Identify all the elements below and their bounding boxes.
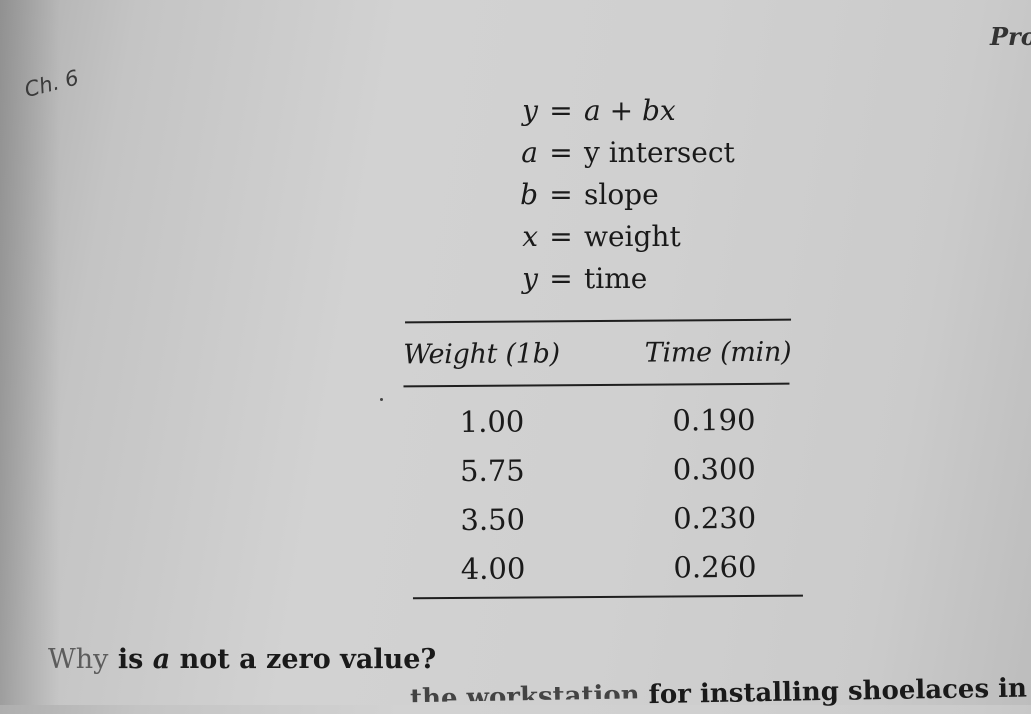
equation-variable: x: [522, 220, 538, 253]
equals-sign: =: [549, 220, 573, 253]
table-row: 1.00 0.190: [404, 395, 792, 447]
equation-variable: y: [522, 94, 538, 127]
cutoff-text-line: the workstation for installing shoelaces…: [410, 672, 1031, 714]
equation-row: b = slope: [508, 178, 735, 220]
question-is: is: [117, 644, 144, 675]
column-header-weight: Weight (1b): [403, 337, 560, 370]
page-edge-shadow: [0, 0, 60, 705]
equation-row: a = y intersect: [508, 136, 735, 178]
question-text: Why is a not a zero value?: [48, 644, 436, 675]
question-rest: not a zero value?: [179, 644, 437, 675]
equation-row: y = time: [508, 262, 735, 304]
table-bottom-rule: [412, 594, 803, 600]
equation-variable: a: [521, 136, 538, 169]
table-row: 4.00 0.260: [405, 542, 793, 594]
cutoff-visible-text: for installing shoelaces in shoes.: [648, 672, 1031, 711]
table-header-row: Weight (1b) Time (min): [403, 321, 791, 386]
table-row: 3.50 0.230: [404, 493, 792, 545]
equation-row: y = a + bx: [508, 94, 735, 136]
cutoff-partial-text: the workstation: [409, 680, 640, 714]
equation-variable: b: [520, 178, 538, 211]
equation-definition: weight: [584, 220, 681, 253]
equation-row: x = weight: [508, 220, 735, 262]
equation-definition: slope: [584, 178, 659, 211]
weight-cell: 4.00: [460, 551, 526, 586]
equation-definition: a + bx: [584, 94, 676, 127]
equation-definition: time: [584, 262, 648, 295]
time-cell: 0.230: [673, 500, 757, 535]
equals-sign: =: [549, 136, 573, 169]
time-cell: 0.260: [673, 549, 757, 584]
data-table: Weight (1b) Time (min) 1.00 0.190 5.75 0…: [403, 318, 803, 600]
running-header-fragment: Pro: [990, 22, 1031, 51]
column-header-time: Time (min): [644, 336, 792, 369]
table-body: 1.00 0.190 5.75 0.300 3.50 0.230 4.00 0.…: [403, 385, 792, 594]
question-first-word: Why: [48, 644, 109, 675]
weight-cell: 1.00: [459, 404, 525, 439]
equation-variable: y: [522, 262, 538, 295]
equation-block: y = a + bx a = y intersect b = slope x =…: [508, 94, 735, 304]
question-variable: a: [152, 644, 171, 675]
equals-sign: =: [549, 262, 573, 295]
equals-sign: =: [549, 178, 573, 211]
stray-ink-dot: [380, 398, 383, 401]
equation-definition: y intersect: [584, 136, 735, 169]
equals-sign: =: [549, 94, 573, 127]
weight-cell: 5.75: [459, 453, 525, 488]
table-row: 5.75 0.300: [404, 444, 792, 496]
time-cell: 0.300: [672, 451, 756, 486]
weight-cell: 3.50: [460, 502, 526, 537]
time-cell: 0.190: [672, 402, 756, 437]
